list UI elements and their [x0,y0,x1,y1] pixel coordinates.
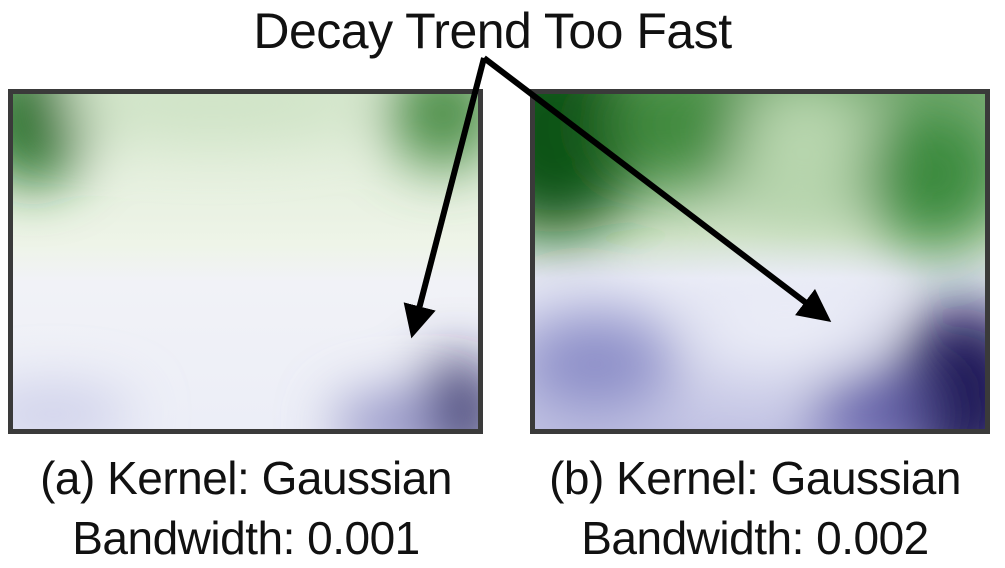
caption-b-line1: (b) Kernel: Gaussian [549,452,961,504]
figure-title: Decay Trend Too Fast [253,3,732,59]
caption-a-line2: Bandwidth: 0.001 [72,512,420,564]
heatmap-panel-a [8,89,483,434]
caption-panel-b: (b) Kernel: Gaussian Bandwidth: 0.002 [505,448,1005,568]
caption-a-line1: (a) Kernel: Gaussian [40,452,452,504]
heatmap-panel-b [530,89,990,434]
heatmap-a-graphic [13,94,478,429]
caption-panel-a: (a) Kernel: Gaussian Bandwidth: 0.001 [0,448,492,568]
heatmap-b-graphic [535,94,985,429]
caption-b-line2: Bandwidth: 0.002 [581,512,929,564]
